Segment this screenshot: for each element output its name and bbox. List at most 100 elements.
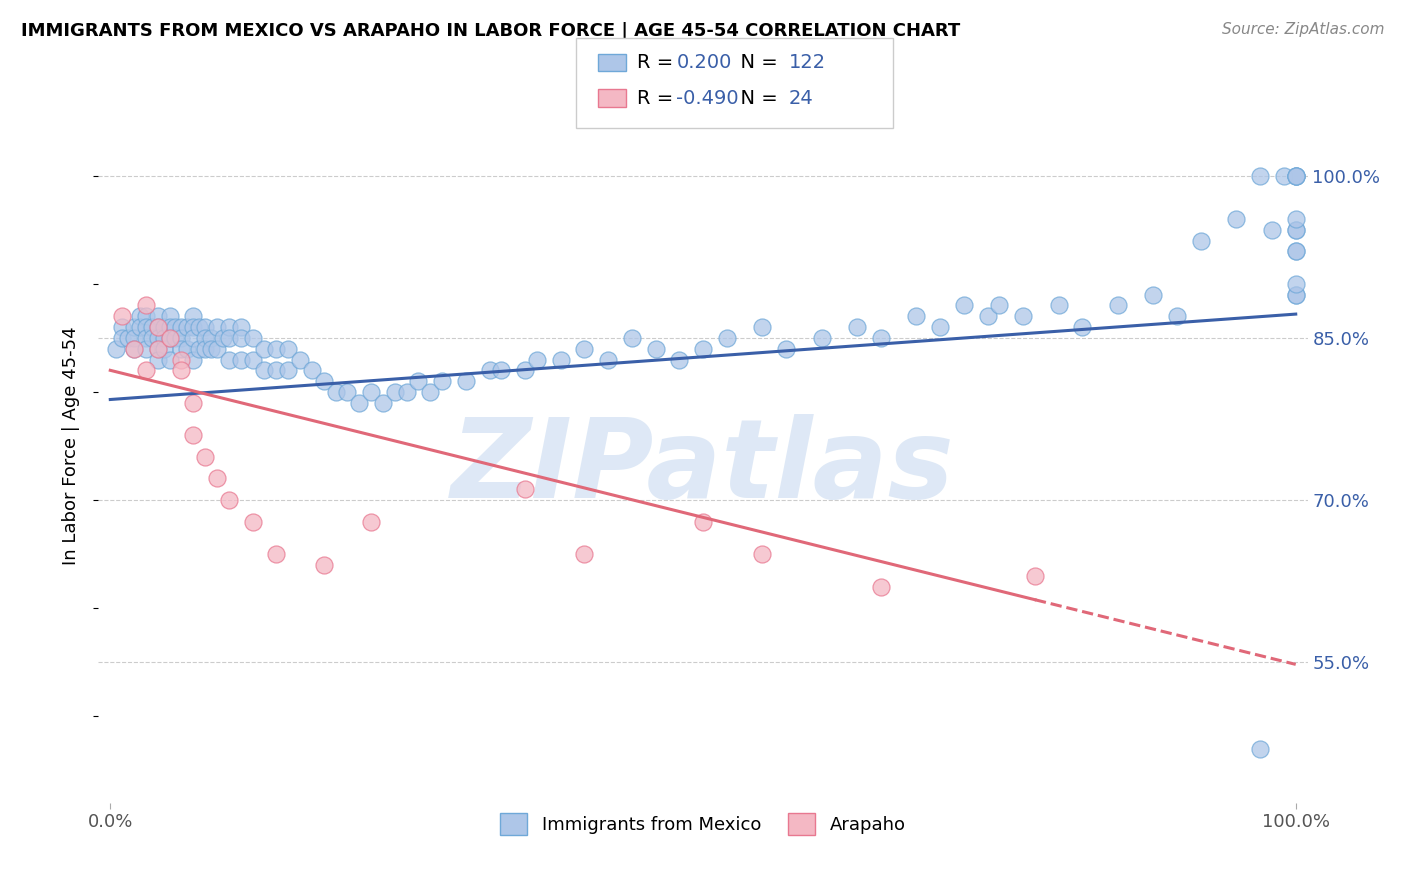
Point — [574, 547, 596, 561]
Y-axis label: In Labor Force | Age 45-54: In Labor Force | Age 45-54 — [62, 326, 80, 566]
Point — [751, 320, 773, 334]
Point — [716, 331, 738, 345]
Point — [336, 384, 359, 399]
Point — [526, 352, 548, 367]
Point — [1285, 223, 1308, 237]
Point — [1285, 169, 1308, 183]
Point — [170, 331, 193, 345]
Point — [181, 310, 204, 324]
Point — [277, 363, 299, 377]
Point — [159, 320, 181, 334]
Point — [194, 342, 217, 356]
Point — [312, 374, 335, 388]
Point — [668, 352, 690, 367]
Point — [1071, 320, 1094, 334]
Point — [1166, 310, 1188, 324]
Point — [170, 352, 193, 367]
Point — [122, 342, 145, 356]
Point — [218, 331, 240, 345]
Point — [1285, 169, 1308, 183]
Point — [869, 580, 891, 594]
Point — [264, 342, 287, 356]
Point — [111, 331, 134, 345]
Point — [146, 342, 169, 356]
Point — [135, 363, 157, 377]
Point — [751, 547, 773, 561]
Point — [159, 331, 181, 345]
Point — [141, 331, 163, 345]
Point — [194, 450, 217, 464]
Point — [205, 320, 228, 334]
Point — [181, 352, 204, 367]
Text: 122: 122 — [789, 53, 825, 72]
Point — [146, 331, 169, 345]
Point — [205, 471, 228, 485]
Point — [188, 320, 211, 334]
Point — [371, 396, 394, 410]
Point — [929, 320, 952, 334]
Point — [146, 320, 169, 334]
Point — [1285, 244, 1308, 259]
Point — [165, 320, 187, 334]
Point — [408, 374, 430, 388]
Point — [200, 331, 222, 345]
Point — [692, 342, 714, 356]
Point — [212, 331, 235, 345]
Point — [620, 331, 643, 345]
Point — [170, 342, 193, 356]
Point — [170, 320, 193, 334]
Point — [229, 352, 252, 367]
Point — [810, 331, 832, 345]
Point — [146, 342, 169, 356]
Point — [117, 331, 139, 345]
Point — [181, 396, 204, 410]
Point — [242, 515, 264, 529]
Point — [1285, 169, 1308, 183]
Point — [905, 310, 928, 324]
Text: R =: R = — [637, 88, 679, 108]
Point — [141, 320, 163, 334]
Point — [135, 342, 157, 356]
Point — [644, 342, 666, 356]
Point — [253, 363, 276, 377]
Point — [111, 320, 134, 334]
Text: IMMIGRANTS FROM MEXICO VS ARAPAHO IN LABOR FORCE | AGE 45-54 CORRELATION CHART: IMMIGRANTS FROM MEXICO VS ARAPAHO IN LAB… — [21, 22, 960, 40]
Point — [194, 331, 217, 345]
Point — [181, 320, 204, 334]
Point — [598, 352, 620, 367]
Text: R =: R = — [637, 53, 679, 72]
Point — [1261, 223, 1284, 237]
Point — [129, 320, 152, 334]
Point — [159, 331, 181, 345]
Point — [146, 320, 169, 334]
Point — [122, 320, 145, 334]
Point — [194, 320, 217, 334]
Point — [122, 342, 145, 356]
Point — [1249, 169, 1271, 183]
Point — [146, 310, 169, 324]
Point — [360, 384, 382, 399]
Point — [229, 320, 252, 334]
Point — [419, 384, 441, 399]
Point — [1189, 234, 1212, 248]
Point — [111, 310, 134, 324]
Point — [325, 384, 347, 399]
Point — [976, 310, 998, 324]
Point — [550, 352, 572, 367]
Text: 24: 24 — [789, 88, 814, 108]
Point — [1285, 287, 1308, 301]
Point — [692, 515, 714, 529]
Point — [242, 352, 264, 367]
Point — [574, 342, 596, 356]
Point — [432, 374, 454, 388]
Point — [105, 342, 128, 356]
Text: 0.200: 0.200 — [676, 53, 731, 72]
Point — [1047, 298, 1070, 312]
Point — [1285, 244, 1308, 259]
Point — [988, 298, 1011, 312]
Point — [188, 342, 211, 356]
Point — [1012, 310, 1035, 324]
Point — [229, 331, 252, 345]
Text: N =: N = — [728, 88, 785, 108]
Point — [176, 320, 198, 334]
